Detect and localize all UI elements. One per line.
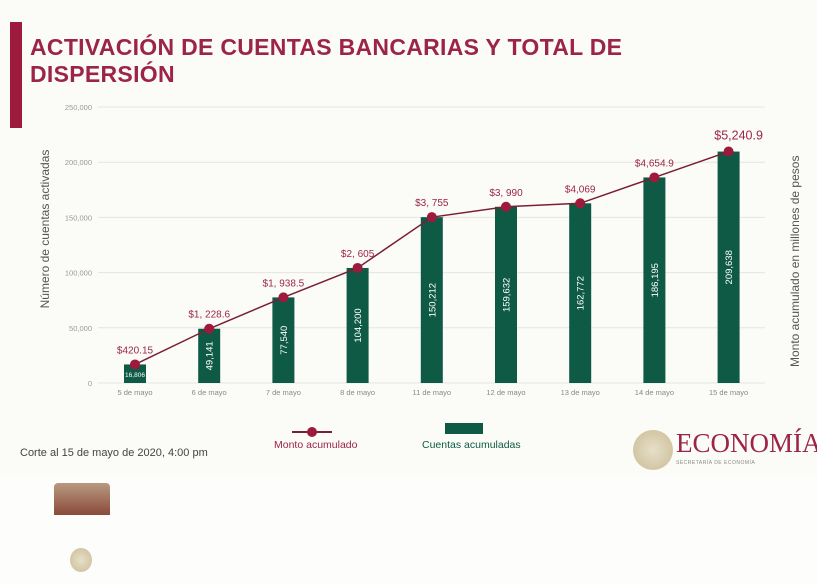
x-tick-label: 15 de mayo: [709, 388, 748, 397]
line-value-label: $420.15: [117, 345, 154, 356]
y-tick-label: 200,000: [65, 158, 92, 167]
bar-value-label: 77,540: [279, 326, 290, 355]
bar-value-label: 150,212: [427, 283, 438, 317]
line-point: [352, 262, 363, 273]
bar: [643, 177, 666, 383]
x-tick-label: 7 de mayo: [266, 388, 301, 397]
y-tick-label: 100,000: [65, 269, 92, 278]
bar-value-label: 159,632: [502, 278, 513, 312]
coat-of-arms-icon: [633, 430, 673, 470]
line-point: [426, 212, 437, 223]
line-point: [278, 292, 289, 303]
small-seal-icon: [70, 548, 92, 572]
x-tick-label: 6 de mayo: [192, 388, 227, 397]
bar: [569, 203, 592, 383]
x-tick-label: 11 de mayo: [412, 388, 451, 397]
line-point: [501, 201, 511, 212]
bar-value-label: 162,772: [576, 276, 587, 310]
line-value-label: $5,240.9: [714, 129, 763, 143]
bar: [420, 217, 443, 383]
slide: [0, 0, 817, 476]
x-tick-label: 8 de mayo: [340, 388, 375, 397]
legend-bar-swatch: [445, 423, 483, 434]
bar: [124, 364, 146, 383]
logo-subtitle: SECRETARÍA DE ECONOMÍA: [676, 460, 756, 466]
bar-value-label: 104,200: [353, 308, 364, 342]
line-point: [204, 323, 215, 334]
x-tick-label: 13 de mayo: [561, 388, 600, 397]
line-value-label: $4,069: [565, 184, 596, 195]
bar: [346, 267, 369, 383]
legend-monto-label: Monto acumulado: [274, 439, 358, 451]
y-tick-label: 250,000: [65, 103, 92, 112]
bar: [198, 328, 221, 383]
line-point: [649, 172, 660, 183]
y-tick-label: 150,000: [65, 213, 92, 222]
line-value-label: $3, 990: [489, 188, 523, 199]
line-point: [723, 146, 734, 157]
line-value-label: $3, 755: [415, 198, 449, 209]
bar-value-label: 49,141: [205, 341, 216, 370]
x-tick-label: 5 de mayo: [117, 388, 152, 397]
line-point: [575, 198, 586, 209]
line-value-label: $1, 228.6: [188, 310, 230, 321]
footnote: Corte al 15 de mayo de 2020, 4:00 pm: [20, 447, 208, 459]
accent-bar: [10, 22, 22, 128]
y-tick-label: 50,000: [69, 324, 92, 333]
line-value-label: $4,654.9: [635, 158, 674, 169]
logo-name: ECONOMÍA: [676, 428, 817, 458]
bar-value-label: 186,195: [650, 263, 661, 297]
line-point: [130, 359, 140, 370]
government-logo-icon: [54, 483, 110, 515]
legend-cuentas-label: Cuentas acumuladas: [422, 439, 521, 451]
page-title: ACTIVACIÓN DE CUENTAS BANCARIAS Y TOTAL …: [30, 34, 623, 87]
line-value-label: $1, 938.5: [263, 278, 305, 289]
bar: [495, 206, 517, 383]
bar-value-label: 209,638: [724, 250, 735, 284]
x-tick-label: 12 de mayo: [486, 388, 525, 397]
chart: 0 50,000 100,000 150,000 200,000 250,000 5 de …: [65, 103, 765, 397]
legend-line-marker-icon: [292, 427, 332, 437]
legend-monto: Monto acumulado: [274, 425, 364, 451]
legend-cuentas: Cuentas acumuladas: [422, 423, 532, 451]
bar-value-label: 16,806: [125, 372, 145, 379]
y-tick-label: 0: [88, 379, 92, 388]
bar: [272, 297, 295, 383]
x-tick-label: 14 de mayo: [635, 388, 674, 397]
bar: [717, 151, 740, 383]
line-value-label: $2, 605: [341, 249, 375, 260]
